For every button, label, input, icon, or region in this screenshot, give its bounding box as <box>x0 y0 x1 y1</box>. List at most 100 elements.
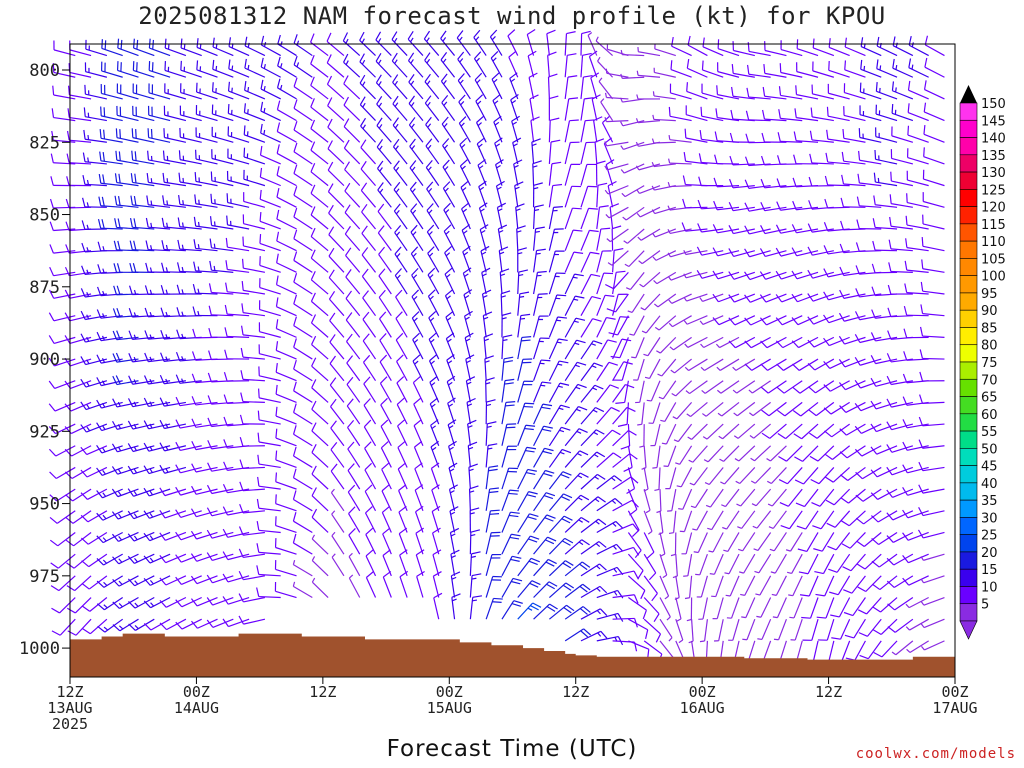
wind-barb <box>887 284 913 295</box>
wind-barb <box>276 100 297 122</box>
wind-barb <box>432 527 441 555</box>
wind-barb <box>790 619 803 641</box>
wind-barb <box>904 260 929 273</box>
wind-barb <box>83 107 107 122</box>
wind-barb <box>683 293 708 302</box>
wind-barb <box>425 138 440 165</box>
wind-barb <box>887 307 913 318</box>
wind-barb <box>159 509 187 519</box>
wind-barb <box>533 536 557 555</box>
wind-barb <box>257 410 281 425</box>
wind-barb <box>159 618 187 631</box>
wind-barb <box>193 239 218 252</box>
wind-barb <box>48 401 76 412</box>
wind-barb <box>844 618 866 639</box>
wind-barb <box>687 423 708 440</box>
wind-barb <box>328 247 345 273</box>
wind-barb <box>501 445 518 468</box>
y-tick-label: 875 <box>29 278 60 298</box>
wind-barb <box>517 247 527 273</box>
wind-barb <box>629 315 645 336</box>
wind-barb <box>328 269 345 295</box>
wind-barb <box>209 260 234 273</box>
wind-barb <box>147 105 171 122</box>
wind-barb <box>485 553 502 576</box>
wind-barb <box>697 223 724 233</box>
wind-barb <box>623 445 633 472</box>
wind-barb <box>823 314 850 324</box>
wind-barb <box>311 335 329 360</box>
wind-barb <box>918 461 945 472</box>
colorbar-label: 105 <box>981 252 1006 267</box>
wind-barb <box>392 95 408 121</box>
wind-barb <box>49 221 76 232</box>
wind-barb <box>97 219 123 230</box>
wind-barb <box>763 64 787 78</box>
wind-barb <box>777 401 803 417</box>
wind-barb <box>714 619 724 642</box>
colorbar-label: 50 <box>981 442 998 457</box>
wind-barb <box>580 429 605 447</box>
wind-barb <box>827 83 850 100</box>
wind-barb <box>293 164 313 187</box>
wind-barb <box>224 304 250 317</box>
wind-barb <box>258 344 281 360</box>
wind-barb <box>484 355 494 381</box>
wind-barb <box>904 283 929 295</box>
colorbar-label: 125 <box>981 183 1006 198</box>
wind-barb <box>275 406 297 425</box>
wind-barb <box>177 217 202 230</box>
colorbar-swatch <box>959 240 978 259</box>
wind-barb <box>275 319 297 338</box>
wind-barb <box>906 170 929 187</box>
wind-barb <box>82 175 107 187</box>
wind-barb <box>431 505 441 533</box>
wind-barb <box>162 172 186 187</box>
wind-barb <box>485 443 498 468</box>
wind-barb <box>175 575 202 586</box>
wind-barb <box>580 74 593 99</box>
wind-barb <box>80 466 108 478</box>
y-tick-label: 1000 <box>19 639 60 659</box>
wind-barb <box>679 510 693 533</box>
x-tick-label: 12Z <box>309 683 336 701</box>
wind-barb <box>726 597 740 619</box>
wind-barb <box>209 216 234 230</box>
wind-barb <box>548 382 570 403</box>
wind-barb <box>507 29 519 56</box>
wind-barb <box>310 184 329 208</box>
wind-barb <box>729 132 755 143</box>
wind-barb <box>292 533 313 555</box>
wind-barb <box>676 467 693 488</box>
wind-barb <box>683 271 708 279</box>
wind-barb <box>564 31 576 56</box>
wind-barb <box>81 197 107 208</box>
wind-barb <box>327 97 345 122</box>
wind-barb <box>343 118 361 143</box>
wind-barb <box>66 575 92 592</box>
wind-barb <box>875 104 898 122</box>
wind-barb <box>796 510 819 530</box>
wind-barb <box>889 216 913 230</box>
wind-barb <box>548 272 566 295</box>
wind-barb <box>838 358 866 368</box>
wind-barb <box>902 464 929 474</box>
wind-barb <box>48 289 76 299</box>
wind-barb <box>257 454 281 469</box>
wind-barb <box>147 128 171 143</box>
wind-barb <box>274 560 297 577</box>
wind-barb <box>596 475 623 490</box>
wind-barb <box>80 531 108 545</box>
wind-barb <box>791 315 819 326</box>
wind-barb <box>293 251 313 273</box>
wind-barb <box>721 488 740 508</box>
wind-barb <box>667 271 692 281</box>
wind-barb <box>96 466 123 476</box>
wind-barb <box>639 271 661 288</box>
wind-barb <box>731 86 755 100</box>
wind-barb <box>631 337 645 359</box>
wind-barb <box>728 271 756 280</box>
wind-barb <box>701 60 724 78</box>
wind-barb <box>359 96 376 122</box>
wind-barb <box>127 510 155 520</box>
